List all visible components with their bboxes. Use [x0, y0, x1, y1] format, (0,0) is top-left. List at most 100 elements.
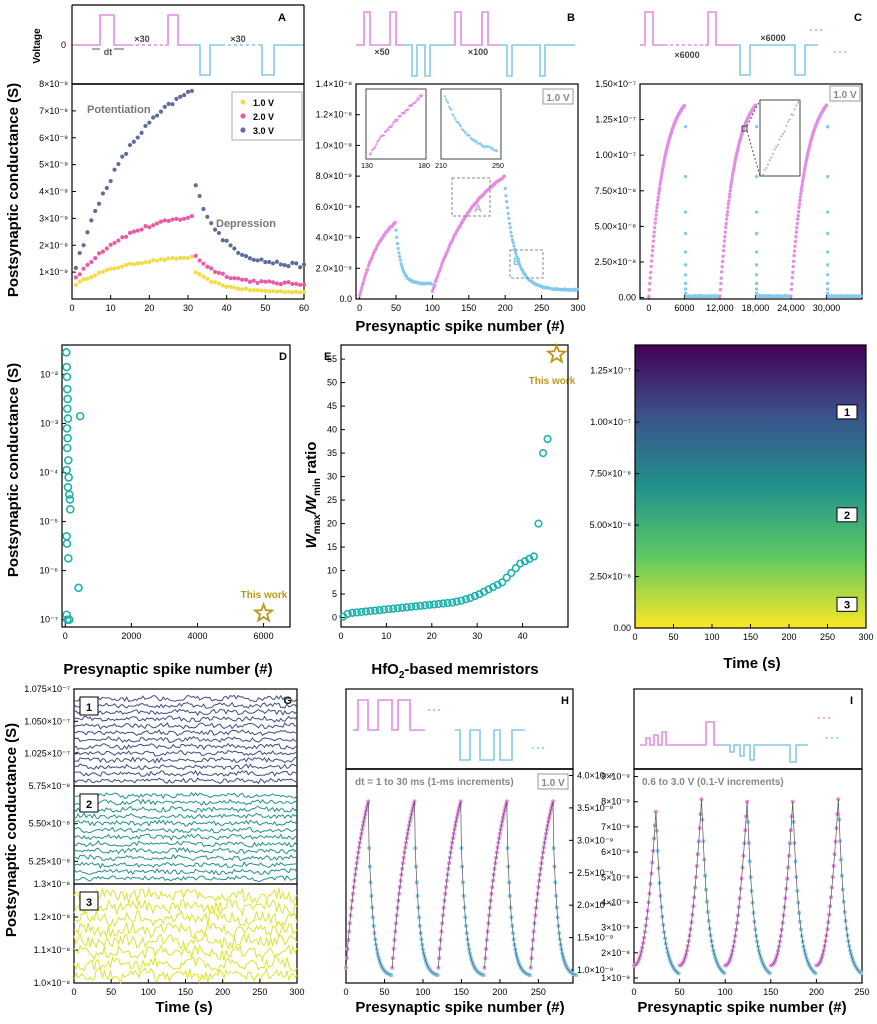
y-tick-label: 5.50×10⁻⁸	[29, 819, 71, 829]
depression-point	[274, 289, 280, 294]
potentiation-point	[151, 223, 156, 228]
level-marker: 3	[844, 599, 850, 611]
wave-pulse	[790, 44, 818, 76]
repeat-label-a2: ×30	[230, 34, 245, 44]
cycle-line	[345, 801, 392, 976]
potentiation-point	[659, 174, 664, 178]
x-tick-label: 200	[215, 987, 230, 997]
wave-pulse	[500, 44, 575, 77]
potentiation-point	[147, 120, 152, 125]
potentiation-point	[753, 103, 758, 107]
depression-point	[683, 287, 688, 291]
potentiation-point	[124, 234, 129, 239]
x-tick-label: 6000	[254, 631, 274, 641]
x-tick-label: 20	[427, 631, 437, 641]
depression-point	[504, 194, 508, 198]
potentiation-point	[104, 246, 109, 251]
depression-point	[259, 279, 264, 284]
y-tick-label: 2×10⁻⁹	[39, 240, 68, 250]
depression-point	[259, 288, 264, 293]
inset-c-point	[797, 101, 799, 104]
y-axis-label-row3: Postsynaptic conductance (S)	[3, 723, 20, 937]
inset-b-tick-1: 210	[435, 163, 447, 170]
memristor-point	[61, 348, 71, 357]
zoom-line	[746, 99, 761, 127]
group-label-box	[79, 696, 99, 716]
potentiation-point	[726, 206, 730, 210]
panel-letter-d: D	[279, 351, 287, 363]
potentiation-point	[73, 282, 78, 287]
inset-c-point	[778, 138, 781, 141]
inset-a-point	[386, 128, 390, 131]
depression-point	[193, 253, 198, 258]
x-tick-label: 100	[704, 632, 719, 642]
potentiation-label: Potentiation	[87, 104, 151, 116]
panel-letter-e: E	[324, 351, 331, 363]
depression-point	[394, 228, 398, 232]
inset-b-tick-2: 250	[492, 163, 504, 170]
potentiation-point	[732, 166, 736, 171]
y-tick-label: 3×10⁻⁹	[39, 213, 68, 223]
potentiation-point	[794, 234, 798, 239]
depression-point	[683, 291, 688, 296]
potentiation-point	[154, 221, 160, 226]
potentiation-point	[120, 235, 125, 240]
potentiation-point	[724, 217, 729, 221]
y-tick-label: 7.50×10⁻⁸	[595, 186, 637, 196]
level-marker-box	[836, 596, 858, 612]
depression-point	[243, 286, 249, 291]
potentiation-point	[796, 217, 800, 221]
potentiation-point	[649, 259, 654, 263]
memristor-point	[380, 605, 389, 614]
y-tick-label: 0.0	[339, 294, 352, 304]
potentiation-point	[718, 294, 722, 298]
x-tick-label: 0	[632, 632, 637, 642]
depression-point	[683, 263, 688, 267]
x-tick-label: 30	[472, 631, 482, 641]
wave-pulse	[640, 11, 664, 46]
y-tick-label: 2.50×10⁻⁸	[590, 572, 632, 582]
potentiation-point	[127, 230, 133, 235]
x-tick-label: 250	[854, 987, 869, 997]
inset-a-point	[407, 108, 410, 111]
potentiation-point	[727, 199, 731, 203]
potentiation-point	[93, 208, 98, 214]
y-tick-label: 5×10⁻⁹	[601, 872, 630, 882]
inset-a-point	[420, 94, 424, 97]
potentiation-point	[795, 226, 799, 230]
potentiation-point	[655, 205, 659, 210]
depression-point	[507, 216, 511, 220]
memristor-point	[63, 482, 73, 492]
potentiation-point	[143, 224, 148, 229]
potentiation-point	[662, 159, 666, 163]
depression-point	[259, 257, 264, 262]
inset-b-point	[482, 144, 485, 147]
potentiation-point	[366, 267, 370, 271]
potentiation-point	[789, 287, 794, 292]
potentiation-point	[166, 256, 171, 261]
potentiation-point	[724, 222, 728, 226]
potentiation-point	[733, 159, 737, 163]
memristor-point	[398, 603, 407, 612]
depression-point	[754, 263, 759, 267]
x-tick-label: 300	[289, 987, 304, 997]
level-marker: 1	[844, 407, 850, 419]
cycle-line	[484, 801, 531, 976]
wave-pulse	[452, 11, 500, 46]
potentiation-point	[189, 88, 194, 94]
potentiation-point	[89, 218, 94, 223]
potentiation-point	[116, 265, 121, 270]
y-tick-label: 5	[332, 589, 337, 599]
potentiation-point	[182, 255, 187, 260]
memristor-point	[62, 372, 72, 382]
potentiation-point	[361, 281, 365, 285]
x-tick-label: 40	[222, 303, 232, 313]
depression-point	[270, 289, 276, 294]
y-tick-label: 1.4×10⁻⁸	[316, 79, 353, 89]
y-tick-label: 4.0×10⁻⁹	[316, 233, 353, 243]
x-tick-label: 18,000	[742, 303, 770, 313]
legend-label: 1.0 V	[253, 98, 274, 108]
panel-h-top-frame	[345, 688, 574, 770]
depression-point	[228, 284, 233, 289]
dt-label: dt	[104, 47, 113, 57]
